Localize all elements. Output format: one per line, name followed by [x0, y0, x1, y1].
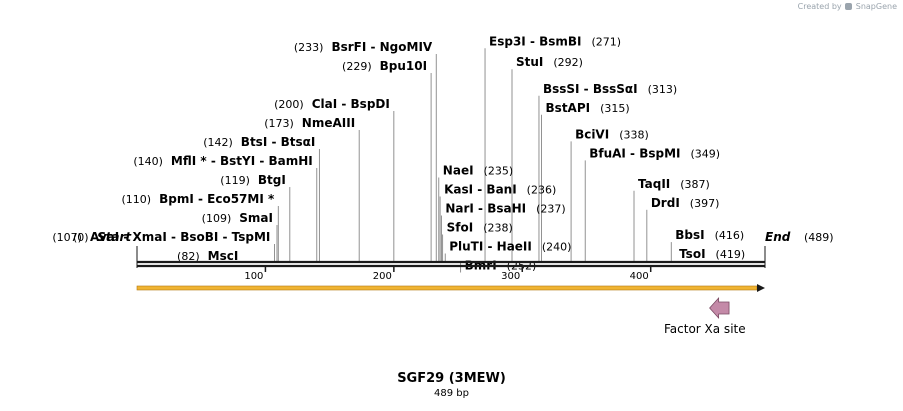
site-173-6-enzymes[interactable]: NmeAIII — [302, 116, 355, 130]
site-107-0-enzymes[interactable]: AvaI - XmaI - BsoBI - TspMI — [90, 230, 270, 244]
orf-arrowhead — [757, 284, 765, 292]
site-292-18-position: (292) — [553, 56, 583, 69]
site-271-17-enzymes[interactable]: Esp3I - BsmBI — [489, 34, 581, 48]
site-237-13-position: (237) — [536, 203, 566, 216]
site-109-2-enzymes[interactable]: SmaI — [239, 211, 273, 225]
site-238-14-enzymes[interactable]: SfoI — [447, 221, 474, 235]
site-200-7-enzymes[interactable]: ClaI - BspDI — [312, 97, 390, 111]
site-119-3-position: (119) — [220, 174, 250, 187]
factor-xa-site-label: Factor Xa site — [664, 322, 746, 336]
ruler-label-100: 100 — [244, 271, 263, 282]
site-387-23-position: (387) — [680, 178, 710, 191]
ruler-ticks: 100 200 300 400 — [244, 266, 652, 282]
site-109-2-position: (109) — [202, 212, 232, 225]
site-416-25-position: (416) — [715, 229, 745, 242]
site-315-20-enzymes[interactable]: BstAPI — [546, 101, 591, 115]
site-313-19-position: (313) — [648, 83, 678, 96]
start-position: (0) — [73, 231, 89, 244]
site-82-10-enzymes[interactable]: MscI — [208, 249, 239, 263]
site-240-15-position: (240) — [542, 241, 572, 254]
site-338-21-enzymes[interactable]: BciVI — [575, 127, 609, 141]
site-labels: AvaI - XmaI - BsoBI - TspMI (107) BpmI - E… — [52, 34, 745, 272]
site-142-4-enzymes[interactable]: BtsI - BtsαI — [241, 135, 316, 149]
site-397-24-enzymes[interactable]: DrdI — [651, 196, 680, 210]
site-142-4-position: (142) — [203, 136, 233, 149]
site-82-10-position: (82) — [177, 250, 200, 263]
site-416-25-enzymes[interactable]: BbsI — [675, 228, 704, 242]
factor-xa-site-arrow[interactable] — [709, 296, 730, 320]
site-236-12-position: (236) — [527, 184, 557, 197]
watermark-prefix: Created by — [797, 2, 842, 11]
site-119-3-enzymes[interactable]: BtgI — [258, 173, 286, 187]
site-140-5-position: (140) — [133, 155, 163, 168]
site-271-17-position: (271) — [592, 35, 622, 48]
site-233-9-enzymes[interactable]: BsrFI - NgoMIV — [331, 40, 432, 54]
site-229-8-enzymes[interactable]: Bpu10I — [380, 59, 427, 73]
site-419-26-enzymes[interactable]: TsoI — [679, 247, 705, 261]
site-235-11-enzymes[interactable]: NaeI — [443, 164, 474, 178]
site-313-19-enzymes[interactable]: BssSI - BssSαI — [543, 82, 638, 96]
construct-length: 489 bp — [434, 388, 469, 399]
construct-title: SGF29 (3MEW) — [397, 371, 506, 386]
site-107-0-position: (107) — [52, 231, 82, 244]
site-237-13-enzymes[interactable]: NarI - BsaHI — [445, 202, 526, 216]
site-349-22-position: (349) — [691, 147, 721, 160]
site-235-11-position: (235) — [484, 165, 514, 178]
snapgene-watermark: Created by SnapGene — [798, 2, 897, 11]
start-label: Start — [97, 230, 132, 244]
site-397-24-position: (397) — [690, 197, 720, 210]
site-233-9-position: (233) — [294, 41, 324, 54]
watermark-brand: SnapGene — [855, 2, 897, 11]
site-229-8-position: (229) — [342, 60, 372, 73]
snapgene-logo-icon — [845, 3, 853, 10]
ruler-label-200: 200 — [373, 271, 392, 282]
end-position: (489) — [804, 231, 834, 244]
site-349-22-enzymes[interactable]: BfuAI - BspMI — [589, 146, 680, 160]
orf-bar — [136, 285, 758, 291]
site-200-7-position: (200) — [274, 98, 304, 111]
site-338-21-position: (338) — [619, 128, 649, 141]
site-238-14-position: (238) — [483, 222, 513, 235]
site-110-1-position: (110) — [122, 193, 152, 206]
site-387-23-enzymes[interactable]: TaqII — [638, 177, 670, 191]
ruler-label-400: 400 — [630, 271, 649, 282]
ruler-label-300: 300 — [501, 271, 520, 282]
site-240-15-enzymes[interactable]: PluTI - HaeII — [449, 240, 532, 254]
site-236-12-enzymes[interactable]: KasI - BanI — [444, 183, 517, 197]
site-315-20-position: (315) — [600, 102, 630, 115]
site-110-1-enzymes[interactable]: BpmI - Eco57MI * — [159, 192, 275, 206]
site-419-26-position: (419) — [716, 248, 746, 261]
site-292-18-enzymes[interactable]: StuI — [516, 55, 543, 69]
site-173-6-position: (173) — [264, 117, 294, 130]
end-label: End — [765, 230, 791, 244]
site-140-5-enzymes[interactable]: MflI * - BstYI - BamHI — [171, 154, 313, 168]
site-leader-lines — [241, 48, 676, 273]
